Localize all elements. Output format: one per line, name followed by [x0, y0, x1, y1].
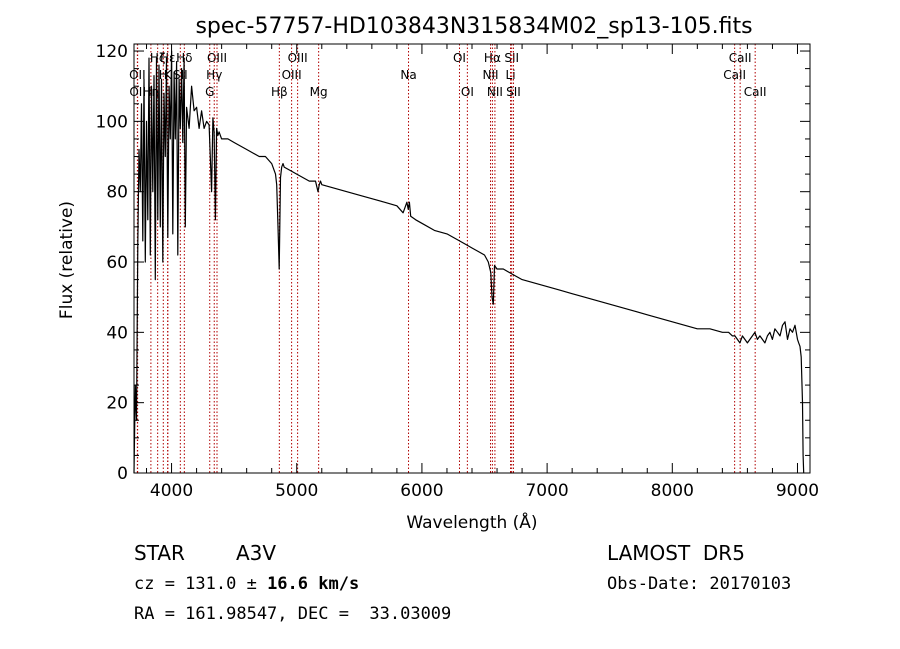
line-marker-label: Na — [400, 68, 416, 82]
x-axis-label: Wavelength (Å) — [406, 511, 537, 533]
y-tick-label: 120 — [96, 42, 128, 62]
line-marker-label: Li — [506, 68, 516, 82]
y-tick-label: 40 — [106, 323, 128, 343]
line-marker-label: OIII — [288, 51, 308, 65]
line-marker-label: H — [159, 68, 168, 82]
spectrum-series — [133, 50, 805, 474]
x-tick-label: 8000 — [651, 481, 694, 501]
line-marker-label: CaII — [729, 51, 752, 65]
line-marker-label: OIII — [282, 68, 302, 82]
object-type: STAR — [134, 541, 185, 565]
y-tick-label: 20 — [106, 394, 128, 414]
line-marker-label: Hα — [484, 51, 501, 65]
line-marker-label: OII — [129, 68, 146, 82]
redshift-value: cz = 131.0 ± — [134, 574, 268, 594]
line-marker-label: Mg — [310, 85, 328, 99]
y-axis: 0 20 40 60 80 100 120 — [96, 42, 810, 484]
line-marker-label: SII — [173, 68, 188, 82]
line-marker-label: OII — [129, 85, 146, 99]
spectrum-line — [133, 50, 805, 474]
line-marker-label: Hγ — [206, 68, 222, 82]
chart-title: spec-57757-HD103843N315834M02_sp13-105.f… — [195, 14, 752, 39]
y-tick-label: 60 — [106, 253, 128, 273]
line-marker-label: K — [164, 68, 173, 82]
x-tick-label: 9000 — [776, 481, 819, 501]
y-tick-label: 80 — [106, 183, 128, 203]
spectral-subclass: A3V — [236, 541, 277, 565]
line-marker-label: CaII — [723, 68, 746, 82]
line-marker-label: OIII — [207, 51, 227, 65]
y-tick-label: 0 — [117, 464, 128, 484]
x-tick-label: 5000 — [275, 481, 318, 501]
line-marker-label: OI — [461, 85, 474, 99]
coordinates: RA = 161.98547, DEC = 33.03009 — [134, 604, 452, 624]
redshift-readout: cz = 131.0 ± 16.6 km/s — [134, 574, 359, 594]
plot-frame — [133, 43, 811, 474]
line-marker-label: SII — [506, 85, 521, 99]
line-marker-label: SII — [504, 51, 519, 65]
x-axis: 4000 5000 6000 7000 8000 9000 — [146, 44, 819, 501]
x-tick-label: 4000 — [150, 481, 193, 501]
line-marker-label: CaII — [744, 85, 767, 99]
line-marker-label: G — [205, 85, 214, 99]
x-tick-label: 6000 — [400, 481, 443, 501]
line-marker-label: Hβ — [271, 85, 288, 99]
line-marker-label: OI — [453, 51, 466, 65]
line-marker-label: NII — [487, 85, 503, 99]
line-marker-label: Hζ — [150, 51, 166, 65]
observation-date: Obs-Date: 20170103 — [607, 574, 792, 594]
survey-name: LAMOST DR5 — [607, 541, 745, 565]
y-tick-label: 100 — [96, 112, 128, 132]
x-tick-label: 7000 — [525, 481, 568, 501]
redshift-error: 16.6 km/s — [267, 574, 360, 594]
line-marker-label: NII — [482, 68, 498, 82]
y-axis-label: Flux (relative) — [57, 201, 77, 319]
